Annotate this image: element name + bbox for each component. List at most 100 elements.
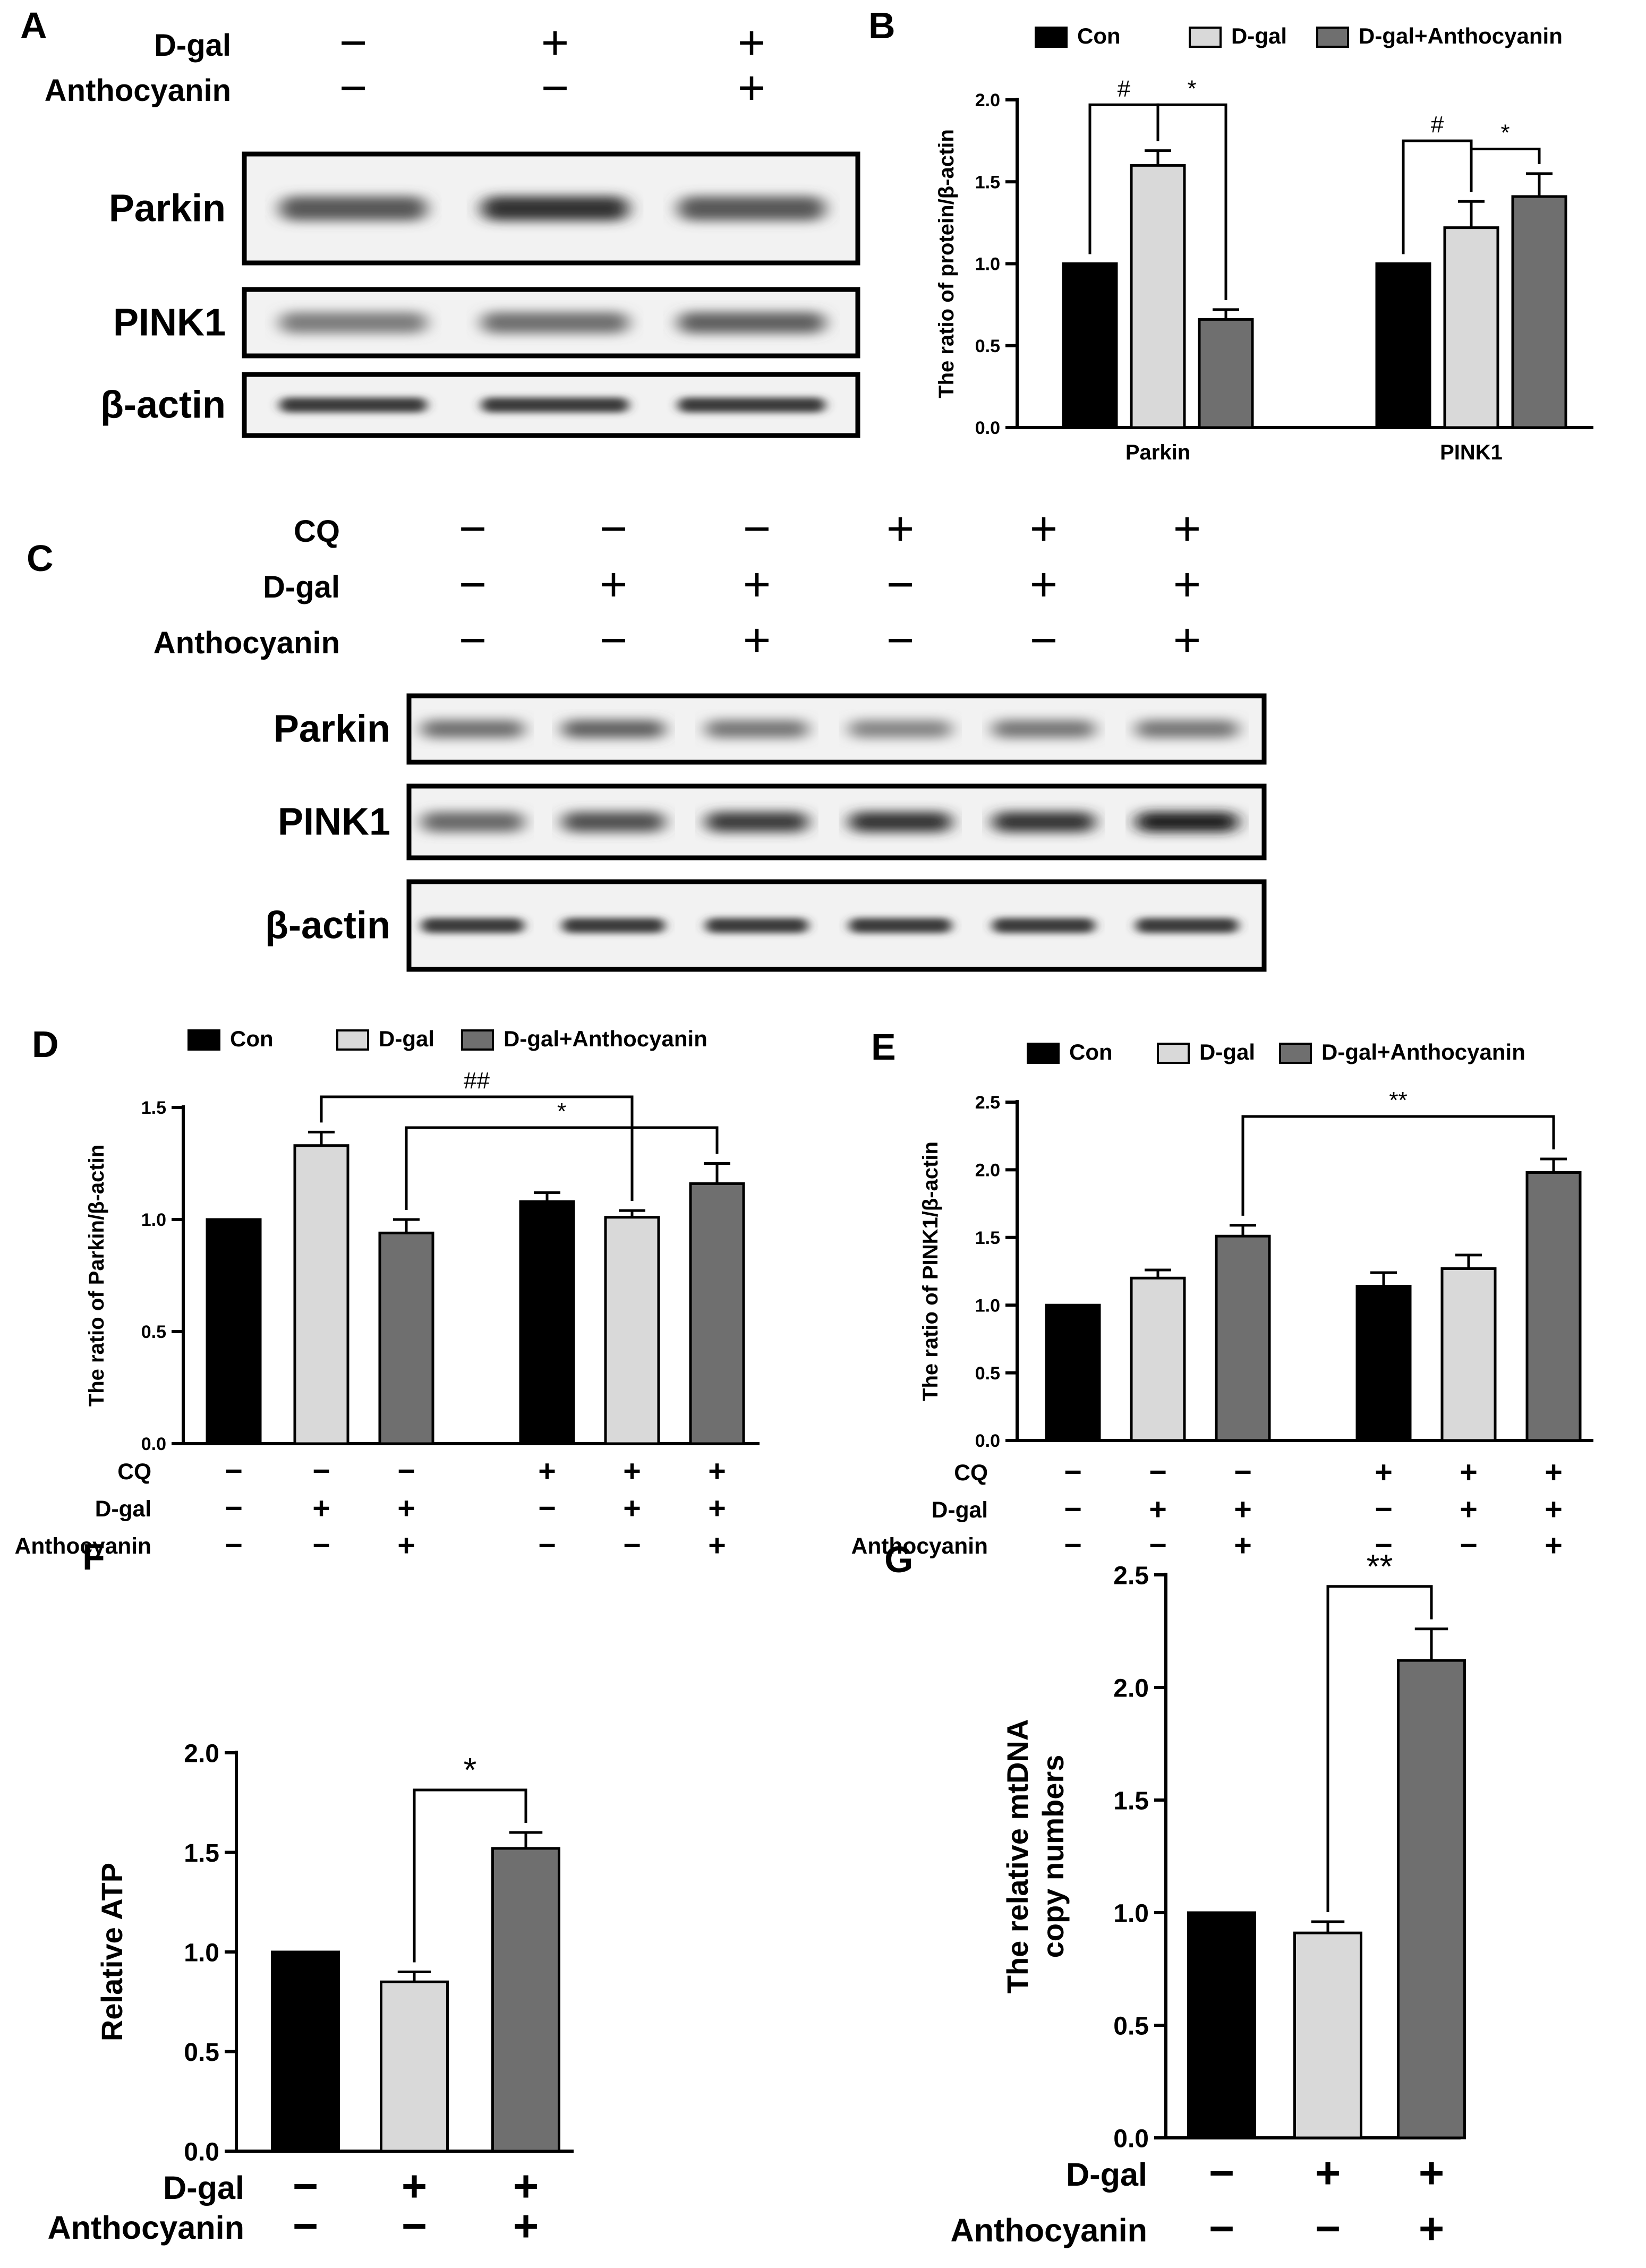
significance-bracket <box>1326 1585 1433 1912</box>
condition-sign: − <box>402 2201 427 2250</box>
legend-swatch <box>1027 1043 1060 1064</box>
condition-sign: + <box>1419 2204 1444 2253</box>
significance-bracket <box>413 1788 527 1963</box>
y-tick-label: 1.5 <box>141 1098 166 1118</box>
blot-row-label: β-actin <box>100 384 226 427</box>
blot-row-label: β-actin <box>265 905 390 947</box>
blot-sign: − <box>459 502 487 556</box>
condition-label: Anthocyanin <box>47 2210 244 2246</box>
condition-sign: − <box>312 1529 330 1563</box>
blot-sign: − <box>459 558 487 611</box>
significance-label: ## <box>464 1068 490 1094</box>
blot-band <box>705 918 808 933</box>
legend-label: D-gal <box>1199 1039 1255 1064</box>
bar <box>1355 1285 1412 1442</box>
condition-sign: − <box>1149 1455 1167 1489</box>
y-tick-label: 1.5 <box>975 1228 1000 1248</box>
blot-band <box>481 397 629 413</box>
bar <box>1045 1303 1101 1442</box>
blot-band <box>481 196 629 221</box>
bar <box>1525 1171 1582 1442</box>
y-tick-label: 1.0 <box>141 1210 166 1230</box>
condition-label: D-gal <box>95 1497 151 1522</box>
blot-band <box>1136 812 1239 832</box>
condition-sign: + <box>1545 1529 1563 1563</box>
condition-label: D-gal <box>932 1498 988 1523</box>
blot-band <box>705 720 808 738</box>
blot-condition-label: Anthocyanin <box>153 626 340 660</box>
blot-band <box>562 720 665 738</box>
bar <box>1397 1659 1466 2139</box>
blot-sign: + <box>886 502 915 556</box>
condition-sign: + <box>708 1529 726 1563</box>
condition-label: Anthocyanin <box>950 2212 1147 2248</box>
condition-sign: − <box>538 1491 556 1525</box>
condition-sign: − <box>1064 1529 1082 1563</box>
bar <box>1440 1267 1497 1442</box>
chart-panel-d: 0.0 0.5 1.0 1.5 The ratio of Parkin/β-actin C… <box>15 1026 760 1563</box>
blot-sign: + <box>600 558 628 611</box>
y-tick-label: 2.0 <box>184 1740 219 1768</box>
panel-label-d: D <box>32 1024 59 1065</box>
condition-sign: + <box>397 1529 415 1563</box>
y-axis-title: copy numbers <box>1036 1755 1070 1958</box>
condition-sign: − <box>225 1491 243 1525</box>
condition-sign: + <box>1315 2148 1341 2197</box>
significance-bracket <box>1470 148 1541 192</box>
condition-label: CQ <box>117 1460 151 1485</box>
condition-sign: + <box>1419 2148 1444 2197</box>
category-label: PINK1 <box>1440 441 1503 464</box>
blot-row-label: Parkin <box>274 708 390 751</box>
y-tick-label: 2.0 <box>1113 1674 1149 1702</box>
blot-sign: + <box>1030 502 1058 556</box>
blot-band <box>992 918 1095 933</box>
condition-sign: − <box>1460 1529 1478 1563</box>
significance-label: ** <box>1389 1087 1407 1113</box>
condition-sign: + <box>1545 1493 1563 1527</box>
legend-label: Con <box>1077 23 1121 48</box>
y-tick-label: 0.5 <box>184 2039 219 2067</box>
condition-sign: + <box>397 1491 415 1525</box>
condition-label: D-gal <box>1066 2156 1147 2193</box>
bar <box>1198 318 1254 429</box>
y-tick-label: 1.0 <box>1113 1899 1149 1928</box>
bar <box>1215 1234 1271 1442</box>
legend-swatch <box>1316 27 1349 48</box>
significance-label: * <box>1500 120 1509 146</box>
condition-sign: − <box>1375 1493 1393 1527</box>
blot-sign: − <box>886 614 915 667</box>
blot-frame <box>406 783 1267 860</box>
blot-band <box>562 812 665 832</box>
chart-panel-e: 0.0 0.5 1.0 1.5 2.0 2.5 The ratio of PINK1/β-a… <box>851 1039 1593 1563</box>
y-tick-label: 0.0 <box>184 2138 219 2166</box>
blot-sign: + <box>738 16 766 70</box>
condition-sign: − <box>225 1454 243 1488</box>
y-tick-label: 0.5 <box>975 1363 1000 1384</box>
blot-condition-label: D-gal <box>154 28 231 63</box>
condition-sign: + <box>538 1454 556 1488</box>
blot-row-label: Parkin <box>109 187 226 230</box>
bar <box>293 1144 349 1445</box>
blot-band <box>421 812 524 832</box>
y-tick-label: 0.0 <box>975 1431 1000 1451</box>
condition-sign: + <box>312 1491 330 1525</box>
blot-band <box>678 196 825 221</box>
blot-band <box>678 397 825 413</box>
significance-label: * <box>557 1098 566 1124</box>
legend-label: D-gal+Anthocyanin <box>504 1026 707 1051</box>
condition-sign: + <box>1460 1493 1478 1527</box>
condition-sign: − <box>538 1529 556 1563</box>
condition-sign: − <box>225 1529 243 1563</box>
blot-band <box>421 918 524 933</box>
blot-sign: − <box>743 502 771 556</box>
bar <box>206 1218 262 1445</box>
blot-band <box>849 812 952 832</box>
condition-sign: − <box>1149 1529 1167 1563</box>
y-tick-label: 1.0 <box>975 254 1000 275</box>
blot-condition-label: Anthocyanin <box>45 73 231 108</box>
condition-sign: − <box>293 2161 318 2211</box>
blot-sign: − <box>886 558 915 611</box>
blot-sign: − <box>600 614 628 667</box>
y-tick-label: 2.5 <box>975 1093 1000 1113</box>
panel-label-a: A <box>20 5 47 46</box>
